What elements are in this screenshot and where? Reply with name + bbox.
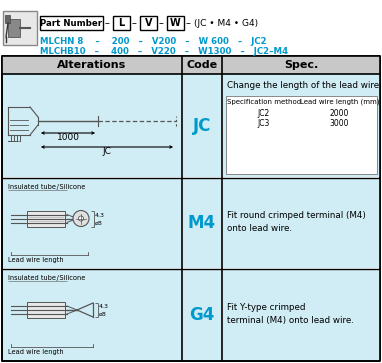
Bar (223, 178, 380, 268)
Text: ø8: ø8 (95, 221, 103, 226)
Text: V: V (145, 18, 152, 28)
Text: Lead wire length: Lead wire length (8, 349, 64, 355)
Bar (226, 96, 377, 174)
Text: Code: Code (186, 60, 218, 70)
Bar (3, 269, 182, 360)
Bar (2, 56, 380, 361)
Text: Alterations: Alterations (57, 60, 126, 70)
Bar (8, 19, 20, 37)
Text: 1000: 1000 (57, 134, 79, 143)
Text: L: L (118, 18, 125, 28)
Bar (183, 269, 222, 360)
Text: 3000: 3000 (330, 118, 349, 127)
Text: MLCHN 8    –    200   –   V200   –   W 600   –   JC2: MLCHN 8 – 200 – V200 – W 600 – JC2 (40, 37, 267, 45)
Text: 4.3: 4.3 (99, 305, 109, 310)
Text: JC2: JC2 (257, 109, 270, 118)
Bar (3, 74, 182, 177)
Bar (27, 211, 65, 227)
Text: onto lead wire.: onto lead wire. (227, 224, 292, 233)
Text: Specification method: Specification method (227, 99, 301, 105)
Bar (3, 11, 37, 45)
Bar (3, 178, 182, 268)
Text: –: – (131, 18, 136, 28)
Circle shape (73, 211, 89, 227)
Bar (140, 16, 157, 30)
Bar (2, 56, 380, 74)
Text: M4: M4 (188, 215, 216, 232)
Text: 4.3: 4.3 (95, 213, 105, 218)
Bar (183, 74, 222, 177)
Text: JC3: JC3 (257, 118, 270, 127)
Text: JC: JC (102, 147, 112, 156)
Text: G4: G4 (189, 306, 215, 324)
Text: –: – (186, 18, 191, 28)
Text: ø8: ø8 (99, 311, 107, 317)
Text: Lead wire length: Lead wire length (8, 257, 64, 263)
Bar (27, 302, 65, 318)
Text: Insulated tube / Silicone: Insulated tube / Silicone (8, 275, 85, 281)
Text: (JC • M4 • G4): (JC • M4 • G4) (194, 19, 258, 28)
Bar (183, 178, 222, 268)
Text: –: – (105, 18, 109, 28)
Text: Insulated tube / Silicone: Insulated tube / Silicone (8, 184, 85, 190)
Bar (5, 15, 10, 23)
Bar (40, 16, 103, 30)
Text: MLCHB10   –    400   –   V220   –   W1300   –   JC2–M4: MLCHB10 – 400 – V220 – W1300 – JC2–M4 (40, 46, 288, 56)
Circle shape (78, 216, 84, 221)
Text: Fit round crimped terminal (M4): Fit round crimped terminal (M4) (227, 211, 366, 220)
Bar (0, 0, 382, 55)
Text: Spec.: Spec. (284, 60, 318, 70)
Bar (223, 269, 380, 360)
Text: 2000: 2000 (330, 109, 349, 118)
Bar (167, 16, 184, 30)
Text: Lead wire length (mm): Lead wire length (mm) (299, 99, 379, 105)
Text: Part Number: Part Number (40, 19, 102, 28)
Text: Fit Y-type crimped: Fit Y-type crimped (227, 302, 306, 311)
Text: W: W (170, 18, 181, 28)
Text: terminal (M4) onto lead wire.: terminal (M4) onto lead wire. (227, 315, 354, 325)
Text: Change the length of the lead wire.: Change the length of the lead wire. (227, 81, 382, 90)
Text: –: – (159, 18, 163, 28)
Text: JC: JC (193, 117, 211, 135)
Bar (223, 74, 380, 177)
Bar (113, 16, 130, 30)
